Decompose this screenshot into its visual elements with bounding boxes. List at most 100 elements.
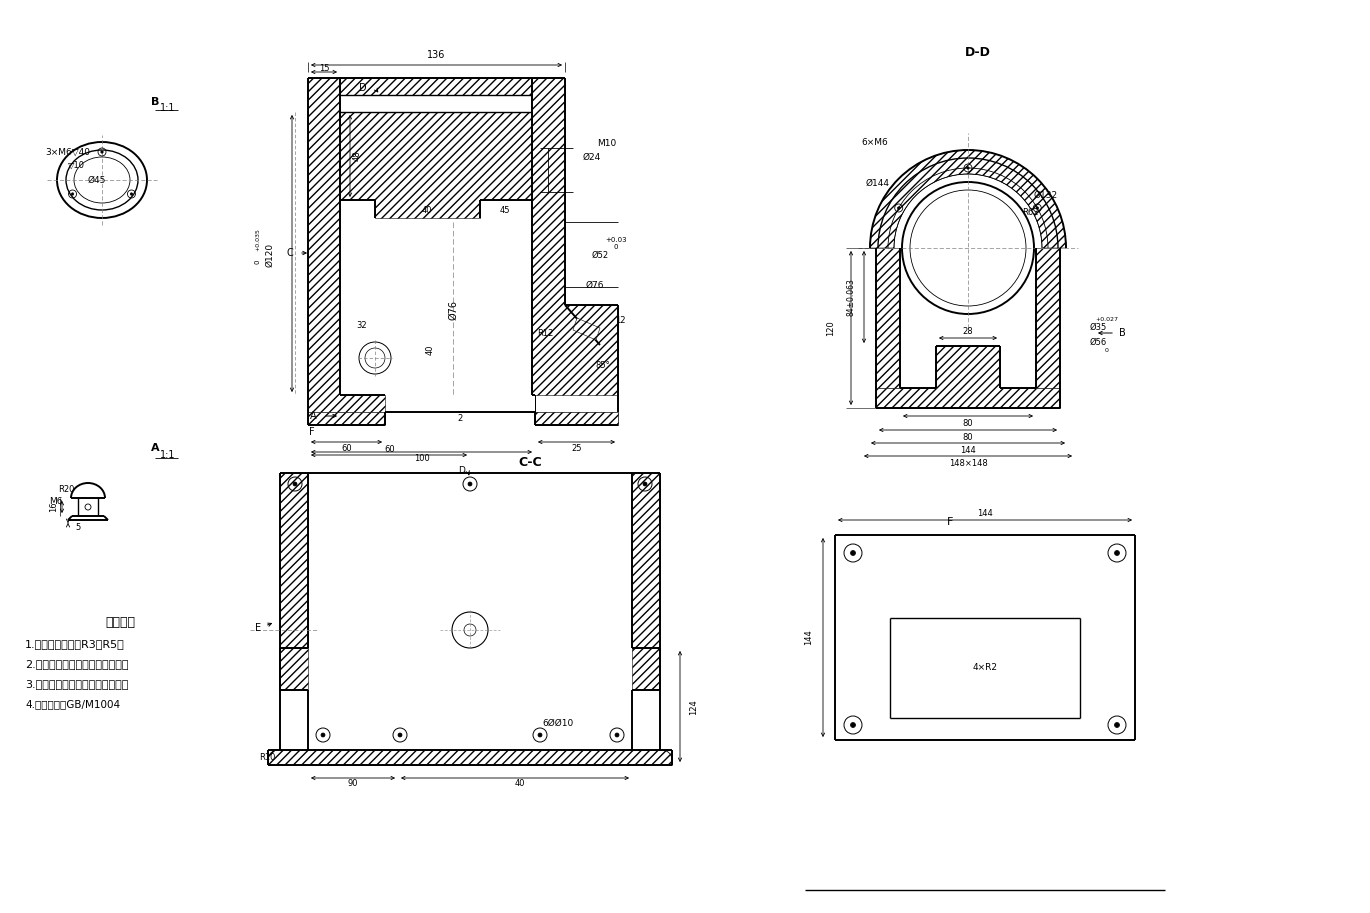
- Text: Ø35: Ø35: [1089, 322, 1107, 331]
- Text: 1.未注铸造圆角为R3～R5。: 1.未注铸造圆角为R3～R5。: [25, 639, 125, 649]
- Circle shape: [321, 733, 325, 737]
- Text: Ø76: Ø76: [586, 280, 604, 289]
- Text: 3.铸件不得有沙眼、气孔等缺陷。: 3.铸件不得有沙眼、气孔等缺陷。: [25, 679, 129, 689]
- Text: E: E: [255, 623, 262, 633]
- Polygon shape: [340, 78, 532, 95]
- Text: 48: 48: [352, 151, 362, 162]
- Text: 144: 144: [977, 509, 993, 518]
- Text: 5: 5: [75, 523, 81, 532]
- Text: 136: 136: [427, 50, 445, 60]
- Text: A: A: [310, 411, 316, 421]
- Polygon shape: [536, 412, 618, 425]
- Text: 12: 12: [615, 316, 625, 324]
- Polygon shape: [279, 473, 308, 648]
- Polygon shape: [308, 412, 385, 425]
- Circle shape: [71, 193, 74, 195]
- Text: M10: M10: [597, 139, 617, 148]
- Text: 4.激性水准按GB/M1004: 4.激性水准按GB/M1004: [25, 699, 121, 709]
- Circle shape: [1115, 722, 1119, 728]
- Text: D-D: D-D: [964, 46, 991, 58]
- Text: ▽10: ▽10: [68, 161, 85, 170]
- Polygon shape: [269, 750, 673, 765]
- Circle shape: [293, 482, 297, 486]
- Text: 124: 124: [689, 699, 699, 715]
- Polygon shape: [279, 648, 308, 690]
- Polygon shape: [875, 346, 1060, 408]
- Polygon shape: [308, 78, 385, 412]
- Text: 16: 16: [49, 501, 59, 512]
- Text: 85°: 85°: [596, 361, 611, 370]
- Text: Ø56: Ø56: [1089, 338, 1107, 347]
- Polygon shape: [1036, 248, 1060, 388]
- Polygon shape: [870, 150, 1066, 248]
- Text: 4×R2: 4×R2: [973, 664, 997, 673]
- Text: 45: 45: [500, 205, 510, 215]
- Text: 80: 80: [963, 418, 973, 427]
- Text: 40: 40: [426, 345, 434, 355]
- Text: 144: 144: [804, 630, 814, 645]
- Text: R20: R20: [58, 485, 74, 494]
- Text: B: B: [151, 97, 159, 107]
- Text: 120: 120: [826, 320, 836, 336]
- Text: 3×M6▽40: 3×M6▽40: [45, 148, 90, 156]
- Text: 90: 90: [348, 780, 358, 789]
- Text: 148×148: 148×148: [948, 458, 988, 467]
- Circle shape: [851, 722, 855, 728]
- Text: Ø52: Ø52: [592, 250, 608, 259]
- Text: 2: 2: [458, 414, 463, 423]
- Polygon shape: [532, 78, 618, 425]
- Text: D: D: [359, 83, 367, 93]
- Text: 0: 0: [255, 260, 262, 264]
- Text: 0: 0: [1106, 348, 1108, 352]
- Text: 1:1: 1:1: [160, 450, 175, 460]
- Polygon shape: [875, 248, 900, 388]
- Circle shape: [851, 551, 855, 555]
- Text: 80: 80: [963, 433, 973, 442]
- Text: F: F: [310, 427, 315, 437]
- Text: 技术要求: 技术要求: [105, 615, 136, 628]
- Text: Ø120: Ø120: [266, 243, 274, 268]
- Text: Ø24: Ø24: [582, 152, 601, 162]
- Circle shape: [615, 733, 619, 737]
- Text: +0.027: +0.027: [1096, 317, 1118, 321]
- Circle shape: [538, 733, 543, 737]
- Circle shape: [897, 207, 900, 209]
- Polygon shape: [573, 318, 600, 340]
- Text: 15: 15: [319, 64, 329, 72]
- Text: 25: 25: [571, 444, 582, 453]
- Text: 60: 60: [341, 444, 352, 453]
- Text: D: D: [459, 466, 466, 475]
- Text: Ø144: Ø144: [866, 179, 890, 187]
- Text: 40: 40: [515, 780, 525, 789]
- Polygon shape: [875, 388, 1060, 408]
- Text: 2.铸件要时效处理，消除内应力。: 2.铸件要时效处理，消除内应力。: [25, 659, 129, 669]
- Text: Ø45: Ø45: [88, 175, 107, 184]
- Polygon shape: [632, 473, 660, 648]
- Text: 60: 60: [385, 445, 396, 454]
- Polygon shape: [340, 112, 532, 218]
- Text: M6: M6: [49, 497, 63, 506]
- Text: 28: 28: [963, 327, 973, 335]
- Text: R62: R62: [1022, 207, 1038, 216]
- Circle shape: [967, 167, 969, 169]
- Text: +0.035: +0.035: [255, 228, 260, 251]
- Circle shape: [101, 151, 103, 153]
- Text: 144: 144: [960, 446, 975, 455]
- Circle shape: [1115, 551, 1119, 555]
- Circle shape: [399, 733, 401, 737]
- Text: C: C: [286, 248, 293, 258]
- Text: 6×M6: 6×M6: [862, 138, 888, 146]
- Text: A: A: [151, 443, 159, 453]
- Text: 1:1: 1:1: [160, 103, 175, 113]
- Text: +0.03
0: +0.03 0: [606, 236, 627, 249]
- Text: B: B: [1119, 328, 1125, 338]
- Text: Ø76: Ø76: [448, 300, 458, 320]
- Circle shape: [1036, 207, 1038, 209]
- Circle shape: [130, 193, 133, 195]
- Polygon shape: [632, 648, 660, 690]
- Text: R10: R10: [259, 753, 275, 762]
- Text: Ø132: Ø132: [1034, 191, 1058, 200]
- Text: C-C: C-C: [518, 456, 541, 468]
- Text: 84±0.063: 84±0.063: [847, 278, 855, 316]
- Circle shape: [469, 482, 473, 486]
